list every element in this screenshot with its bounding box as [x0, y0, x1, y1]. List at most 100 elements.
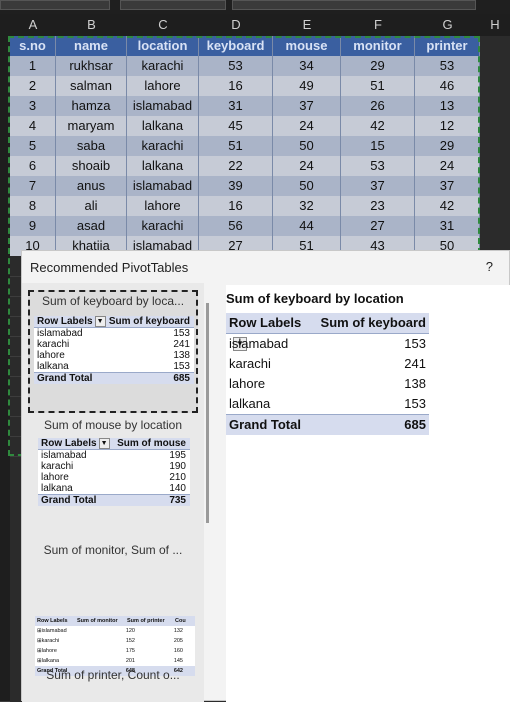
table-cell[interactable]: saba: [56, 136, 127, 156]
pivot-option-title: Sum of keyboard by loca...: [41, 294, 185, 308]
table-cell[interactable]: 5: [10, 136, 56, 156]
table-cell[interactable]: 50: [273, 136, 341, 156]
column-header-d[interactable]: D: [199, 14, 274, 36]
column-header-b[interactable]: B: [56, 14, 128, 36]
dialog-title: Recommended PivotTables: [30, 260, 189, 275]
table-cell[interactable]: 34: [273, 56, 341, 76]
pivot-option-preview-small: Row Labels Sum of monitor Sum of printer Co…: [35, 616, 195, 676]
pivot-option-monitor-printer[interactable]: Sum of monitor, Sum of ...: [28, 541, 198, 661]
pivot-list-scrollbar[interactable]: [206, 303, 209, 523]
table-cell[interactable]: ali: [56, 196, 127, 216]
table-cell[interactable]: 24: [273, 116, 341, 136]
table-cell[interactable]: islamabad: [127, 176, 199, 196]
header-cell[interactable]: s.no: [10, 36, 56, 56]
table-cell[interactable]: lalkana: [127, 156, 199, 176]
row-header-strip[interactable]: [0, 36, 10, 702]
pivot-option-title: Sum of mouse by location: [43, 418, 183, 432]
table-row: islamabad 153: [229, 336, 426, 351]
filter-dropdown-icon: ▼: [98, 438, 110, 449]
help-button[interactable]: ?: [485, 259, 493, 274]
table-cell[interactable]: 46: [415, 76, 480, 96]
table-cell[interactable]: shoaib: [56, 156, 127, 176]
empty-column-h[interactable]: [480, 36, 510, 251]
table-cell[interactable]: salman: [56, 76, 127, 96]
table-cell[interactable]: 24: [415, 156, 480, 176]
table-cell[interactable]: 50: [273, 176, 341, 196]
table-cell[interactable]: 6: [10, 156, 56, 176]
header-cell[interactable]: name: [56, 36, 127, 56]
table-cell[interactable]: 51: [199, 136, 273, 156]
pivot-option-printer-count[interactable]: Sum of printer, Count o...: [28, 666, 198, 702]
pivot-option-title: Sum of printer, Count o...: [46, 668, 180, 682]
column-header-a[interactable]: A: [10, 14, 57, 36]
table-cell[interactable]: 2: [10, 76, 56, 96]
pivot-option-keyboard[interactable]: Sum of keyboard by loca... Row Labels ▼ S…: [28, 290, 198, 413]
pivot-list-pane: Sum of keyboard by loca... Row Labels ▼ S…: [22, 283, 204, 702]
header-cell[interactable]: monitor: [341, 36, 415, 56]
table-cell[interactable]: 31: [199, 96, 273, 116]
preview-title: Sum of keyboard by location: [226, 291, 404, 306]
toolbar-block: [120, 0, 226, 10]
table-cell[interactable]: 29: [341, 56, 415, 76]
header-cell[interactable]: mouse: [273, 36, 341, 56]
table-cell[interactable]: 37: [415, 176, 480, 196]
header-cell[interactable]: printer: [415, 36, 480, 56]
table-cell[interactable]: anus: [56, 176, 127, 196]
table-cell[interactable]: 53: [199, 56, 273, 76]
table-cell[interactable]: karachi: [127, 56, 199, 76]
table-cell[interactable]: asad: [56, 216, 127, 236]
column-header-f[interactable]: F: [341, 14, 416, 36]
table-cell[interactable]: 1: [10, 56, 56, 76]
table-cell[interactable]: hamza: [56, 96, 127, 116]
table-cell[interactable]: 26: [341, 96, 415, 116]
table-cell[interactable]: maryam: [56, 116, 127, 136]
table-cell[interactable]: 8: [10, 196, 56, 216]
table-cell[interactable]: 56: [199, 216, 273, 236]
table-cell[interactable]: 51: [341, 76, 415, 96]
table-cell[interactable]: 7: [10, 176, 56, 196]
table-cell[interactable]: 37: [341, 176, 415, 196]
table-cell[interactable]: 27: [341, 216, 415, 236]
table-cell[interactable]: 16: [199, 76, 273, 96]
table-cell[interactable]: lalkana: [127, 116, 199, 136]
table-cell[interactable]: 22: [199, 156, 273, 176]
table-cell[interactable]: 15: [341, 136, 415, 156]
pivot-preview-pane: Sum of keyboard by location Row Labels▼ …: [226, 285, 510, 702]
table-cell[interactable]: 49: [273, 76, 341, 96]
column-header-h[interactable]: H: [480, 14, 510, 36]
table-cell[interactable]: rukhsar: [56, 56, 127, 76]
table-cell[interactable]: 13: [415, 96, 480, 116]
table-cell[interactable]: 23: [341, 196, 415, 216]
table-cell[interactable]: lahore: [127, 76, 199, 96]
table-cell[interactable]: islamabad: [127, 96, 199, 116]
table-cell[interactable]: 45: [199, 116, 273, 136]
recommended-pivottables-dialog: Recommended PivotTables ? Sum of keyboar…: [21, 250, 510, 702]
table-cell[interactable]: 3: [10, 96, 56, 116]
header-cell[interactable]: keyboard: [199, 36, 273, 56]
table-cell[interactable]: 42: [341, 116, 415, 136]
column-header-e[interactable]: E: [273, 14, 342, 36]
table-row: lahore 138: [229, 376, 426, 391]
table-cell[interactable]: lahore: [127, 196, 199, 216]
table-cell[interactable]: 31: [415, 216, 480, 236]
pivot-option-mouse[interactable]: Sum of mouse by location Row Labels ▼ Sum…: [28, 416, 198, 536]
table-cell[interactable]: 53: [415, 56, 480, 76]
table-cell[interactable]: 4: [10, 116, 56, 136]
header-cell[interactable]: location: [127, 36, 199, 56]
table-cell[interactable]: 37: [273, 96, 341, 116]
table-cell[interactable]: 24: [273, 156, 341, 176]
table-cell[interactable]: 42: [415, 196, 480, 216]
table-cell[interactable]: karachi: [127, 136, 199, 156]
column-header-c[interactable]: C: [127, 14, 200, 36]
table-cell[interactable]: 12: [415, 116, 480, 136]
table-cell[interactable]: 16: [199, 196, 273, 216]
toolbar-block: [0, 0, 110, 10]
column-header-g[interactable]: G: [415, 14, 481, 36]
table-cell[interactable]: 9: [10, 216, 56, 236]
table-cell[interactable]: 44: [273, 216, 341, 236]
table-cell[interactable]: 53: [341, 156, 415, 176]
table-cell[interactable]: 32: [273, 196, 341, 216]
table-cell[interactable]: 29: [415, 136, 480, 156]
table-cell[interactable]: karachi: [127, 216, 199, 236]
table-cell[interactable]: 39: [199, 176, 273, 196]
